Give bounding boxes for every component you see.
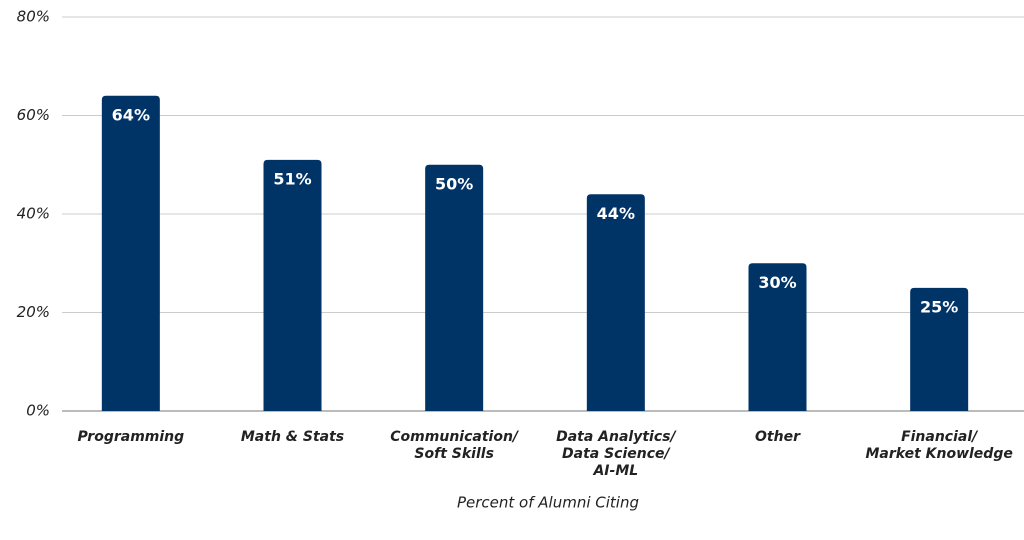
- x-tick-label: Math & Stats: [241, 429, 344, 445]
- x-tick-label: Programming: [77, 429, 184, 445]
- y-tick-label: 20%: [17, 303, 50, 321]
- bar: [910, 287, 969, 411]
- value-label: 30%: [758, 273, 796, 292]
- bar: [425, 164, 484, 411]
- y-tick-label: 60%: [17, 106, 50, 124]
- value-label: 44%: [597, 204, 635, 223]
- y-tick-label: 40%: [17, 205, 50, 223]
- bar: [101, 95, 160, 412]
- x-axis-title: Percent of Alumni Citing: [457, 494, 639, 512]
- value-label: 51%: [273, 169, 311, 188]
- x-tick-label: Financial/Market Knowledge: [865, 429, 1012, 462]
- bar: [263, 159, 322, 411]
- x-tick-label: Other: [755, 429, 801, 445]
- value-label: 50%: [435, 174, 473, 193]
- value-label: 25%: [920, 297, 958, 316]
- y-tick-label: 80%: [17, 8, 50, 26]
- value-label: 64%: [112, 105, 150, 124]
- x-tick-label: Communication/Soft Skills: [390, 429, 520, 462]
- y-tick-label: 0%: [26, 402, 50, 420]
- x-tick-label: Data Analytics/Data Science/AI-ML: [556, 429, 677, 479]
- bar: [748, 263, 807, 411]
- bar: [586, 194, 645, 411]
